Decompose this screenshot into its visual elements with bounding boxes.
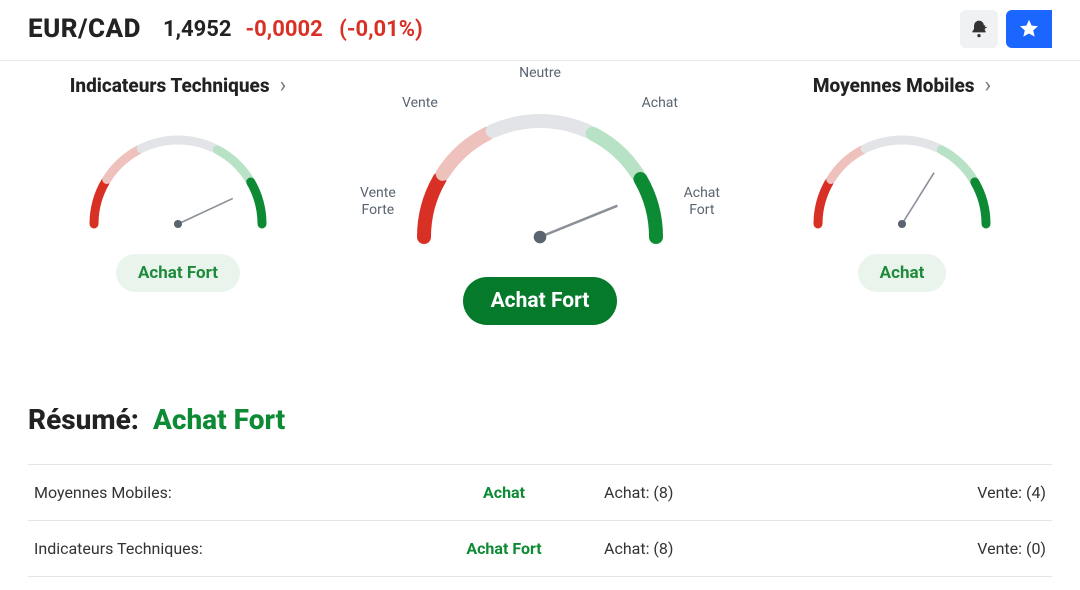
verdict-pill-right: Achat (858, 254, 947, 292)
row-verdict: Achat (404, 483, 604, 502)
gauge-label-strong-sell: Vente Forte (360, 185, 396, 219)
gauge-label-strong-buy: Achat Fort (684, 185, 720, 219)
change-abs: -0,0002 (246, 17, 323, 42)
verdict-pill-left: Achat Fort (116, 254, 240, 292)
table-row: Moyennes Mobiles: Achat Achat: (8) Vente… (28, 465, 1052, 521)
verdict-pill-center: Achat Fort (463, 277, 618, 325)
section-title-label: Moyennes Mobiles (813, 74, 975, 97)
svg-text:+: + (982, 24, 987, 34)
bell-icon: + (969, 19, 989, 39)
gauge-moving-averages: Moyennes Mobiles › Achat (752, 61, 1052, 292)
table-row: Indicateurs Techniques: Achat Fort Achat… (28, 521, 1052, 577)
star-icon (1018, 18, 1040, 40)
price-change: -0,0002 (-0,01%) (246, 17, 423, 42)
gauge-center-wrap: Neutre Vente Achat Vente Forte Achat For… (350, 67, 730, 267)
summary-heading: Résumé: Achat Fort (28, 403, 1052, 436)
pair-symbol: EUR/CAD (28, 14, 141, 44)
chevron-right-icon: › (985, 73, 992, 98)
gauge-label-sell: Vente (402, 95, 438, 112)
section-link-ma[interactable]: Moyennes Mobiles › (813, 73, 991, 98)
gauge-left-svg (68, 104, 288, 244)
gauge-technical-indicators: Indicateurs Techniques › Achat Fort (28, 61, 328, 292)
summary-table: Moyennes Mobiles: Achat Achat: (8) Vente… (28, 464, 1052, 577)
gauge-right-wrap (792, 104, 1012, 244)
ticker-header: EUR/CAD 1,4952 -0,0002 (-0,01%) + (0, 0, 1080, 61)
favorite-button[interactable] (1006, 10, 1052, 48)
change-pct: (-0,01%) (339, 17, 423, 42)
gauge-label-neutral: Neutre (519, 65, 561, 82)
summary-heading-verdict: Achat Fort (153, 403, 285, 436)
row-label: Indicateurs Techniques: (34, 539, 404, 558)
row-verdict: Achat Fort (404, 539, 604, 558)
gauges-row: Indicateurs Techniques › Achat Fort Neut… (0, 61, 1080, 325)
row-label: Moyennes Mobiles: (34, 483, 404, 502)
row-sell: Vente: (4) (864, 483, 1046, 502)
section-link-technical[interactable]: Indicateurs Techniques › (70, 73, 286, 98)
alert-button[interactable]: + (960, 10, 998, 48)
last-price: 1,4952 (163, 17, 232, 42)
row-sell: Vente: (0) (864, 539, 1046, 558)
gauge-label-buy: Achat (642, 95, 678, 112)
gauge-left-wrap (68, 104, 288, 244)
gauge-right-svg (792, 104, 1012, 244)
summary-heading-label: Résumé: (28, 403, 139, 436)
row-buy: Achat: (8) (604, 483, 864, 502)
summary-section: Résumé: Achat Fort Moyennes Mobiles: Ach… (0, 403, 1080, 577)
row-buy: Achat: (8) (604, 539, 864, 558)
section-title-label: Indicateurs Techniques (70, 74, 270, 97)
chevron-right-icon: › (280, 73, 287, 98)
gauge-summary: Neutre Vente Achat Vente Forte Achat For… (330, 61, 750, 325)
